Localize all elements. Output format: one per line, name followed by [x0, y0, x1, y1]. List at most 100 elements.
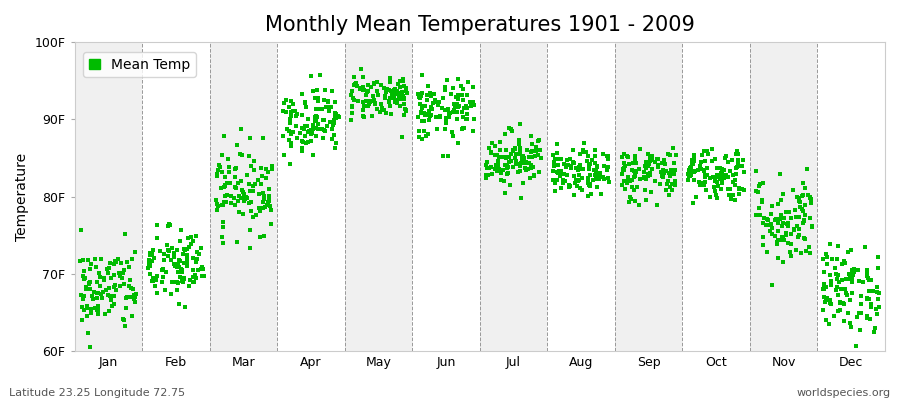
- Point: [295, 138, 310, 144]
- Point: [91, 290, 105, 296]
- Point: [823, 296, 837, 303]
- Point: [229, 165, 243, 172]
- Point: [440, 76, 454, 83]
- Point: [285, 108, 300, 114]
- Point: [503, 182, 517, 188]
- Point: [831, 272, 845, 278]
- Point: [480, 158, 494, 165]
- Point: [513, 145, 527, 151]
- Point: [75, 316, 89, 323]
- Point: [437, 87, 452, 94]
- Point: [492, 138, 507, 145]
- Point: [512, 168, 526, 174]
- Point: [306, 122, 320, 128]
- Point: [523, 175, 537, 181]
- Point: [420, 97, 435, 104]
- Point: [107, 282, 122, 288]
- Point: [156, 274, 170, 280]
- Point: [239, 195, 254, 201]
- Point: [562, 182, 577, 189]
- Point: [414, 109, 428, 115]
- Point: [76, 307, 91, 313]
- Point: [234, 178, 248, 184]
- Point: [399, 108, 413, 114]
- Point: [483, 164, 498, 170]
- Point: [491, 158, 505, 164]
- Point: [833, 286, 848, 292]
- Point: [104, 297, 118, 303]
- Point: [141, 265, 156, 272]
- Point: [79, 305, 94, 311]
- Point: [756, 180, 770, 186]
- Point: [600, 164, 615, 170]
- Point: [169, 279, 184, 285]
- Point: [395, 89, 410, 96]
- Point: [217, 133, 231, 140]
- Point: [212, 202, 226, 209]
- Point: [109, 287, 123, 293]
- Point: [142, 258, 157, 265]
- Point: [664, 180, 679, 187]
- Point: [718, 153, 733, 159]
- Point: [633, 176, 647, 182]
- Point: [397, 83, 411, 89]
- Point: [644, 170, 658, 176]
- Point: [697, 168, 711, 175]
- Point: [178, 246, 193, 253]
- Point: [428, 96, 443, 103]
- Point: [216, 201, 230, 208]
- Point: [650, 201, 664, 208]
- Point: [664, 167, 679, 174]
- Point: [803, 193, 817, 200]
- Point: [570, 183, 584, 190]
- Point: [175, 268, 189, 275]
- Point: [710, 174, 724, 180]
- Point: [802, 243, 816, 250]
- Point: [861, 277, 876, 283]
- Point: [851, 277, 866, 284]
- Point: [726, 172, 741, 178]
- Point: [651, 162, 665, 168]
- Title: Monthly Mean Temperatures 1901 - 2009: Monthly Mean Temperatures 1901 - 2009: [265, 15, 695, 35]
- Point: [493, 177, 508, 184]
- Point: [239, 172, 254, 178]
- Point: [599, 166, 614, 172]
- Point: [500, 171, 514, 178]
- Point: [103, 284, 117, 291]
- Point: [264, 220, 278, 227]
- Point: [180, 263, 194, 269]
- Point: [327, 119, 341, 125]
- Point: [625, 177, 639, 184]
- Point: [528, 152, 543, 159]
- Point: [623, 194, 637, 200]
- Point: [216, 224, 230, 230]
- Point: [378, 88, 392, 95]
- Point: [94, 256, 108, 262]
- Point: [310, 86, 325, 93]
- Point: [697, 182, 711, 188]
- Point: [211, 167, 225, 174]
- Point: [238, 194, 252, 200]
- Point: [827, 265, 842, 271]
- Point: [397, 101, 411, 108]
- Point: [500, 163, 515, 169]
- Point: [91, 307, 105, 313]
- Point: [229, 165, 243, 172]
- Point: [327, 117, 341, 123]
- Point: [426, 100, 440, 106]
- Point: [415, 90, 429, 96]
- Point: [842, 270, 856, 277]
- Point: [551, 170, 565, 177]
- Point: [681, 170, 696, 177]
- Point: [586, 177, 600, 183]
- Point: [516, 153, 530, 160]
- Point: [596, 151, 610, 157]
- Point: [871, 296, 886, 302]
- Point: [276, 152, 291, 158]
- Point: [871, 264, 886, 271]
- Point: [447, 102, 462, 109]
- Point: [176, 251, 190, 257]
- Point: [715, 176, 729, 182]
- Point: [588, 172, 602, 178]
- Point: [573, 150, 588, 157]
